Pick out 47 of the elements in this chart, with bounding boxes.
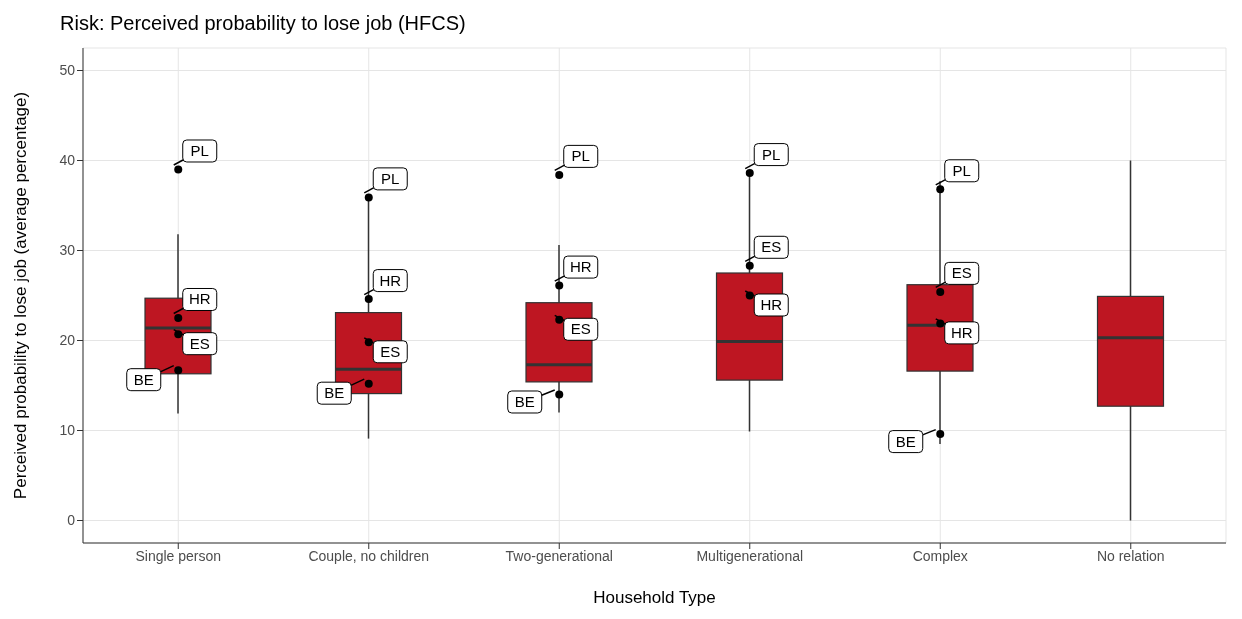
series-label: ES: [189, 334, 210, 352]
text: ES: [951, 264, 972, 282]
text: PL: [952, 161, 971, 179]
point: [174, 165, 183, 174]
text: ES: [761, 238, 782, 256]
point: [364, 193, 373, 202]
point: [936, 287, 945, 296]
x-tick-label: Complex: [912, 547, 968, 564]
x-axis-title: Household Type: [593, 588, 716, 607]
chart-title: Risk: Perceived probability to lose job (HFCS): [59, 11, 467, 36]
text: PL: [762, 145, 781, 163]
y-tick-label: 10: [59, 422, 76, 439]
text: BE: [895, 432, 916, 450]
point: [745, 261, 754, 270]
y-tick-label: 20: [59, 332, 76, 349]
text: HR: [188, 290, 211, 308]
point: [936, 185, 945, 194]
y-tick-label: 40: [59, 152, 76, 169]
text: PL: [381, 169, 400, 187]
text: PL: [571, 147, 590, 165]
x-tick-label: Two-generational: [505, 547, 613, 564]
text: ES: [380, 342, 401, 360]
x-tick-label: Single person: [135, 547, 222, 564]
text: ES: [570, 320, 591, 338]
point: [555, 281, 564, 290]
y-axis-title: Perceived probability to lose job (average percentage): [11, 91, 31, 500]
point: [555, 390, 564, 399]
text: BE: [514, 392, 535, 410]
series-label: PL: [190, 141, 209, 159]
text: HR: [379, 271, 402, 289]
point: [174, 366, 183, 375]
point: [364, 379, 373, 388]
x-tick-label: No relation: [1096, 547, 1165, 564]
series-label: BE: [133, 370, 154, 388]
point: [174, 314, 183, 322]
y-tick-label: 0: [67, 512, 76, 529]
x-tick-label: Multigenerational: [696, 547, 804, 564]
text: BE: [324, 384, 345, 402]
text: HR: [569, 258, 592, 276]
y-tick-label: 30: [59, 242, 76, 259]
y-tick-label: 50: [59, 62, 76, 79]
point: [364, 295, 373, 304]
point: [745, 169, 754, 178]
series-label: HR: [760, 295, 783, 313]
text: HR: [950, 323, 973, 341]
x-tick-label: Couple, no children: [308, 547, 430, 564]
point: [555, 170, 564, 179]
